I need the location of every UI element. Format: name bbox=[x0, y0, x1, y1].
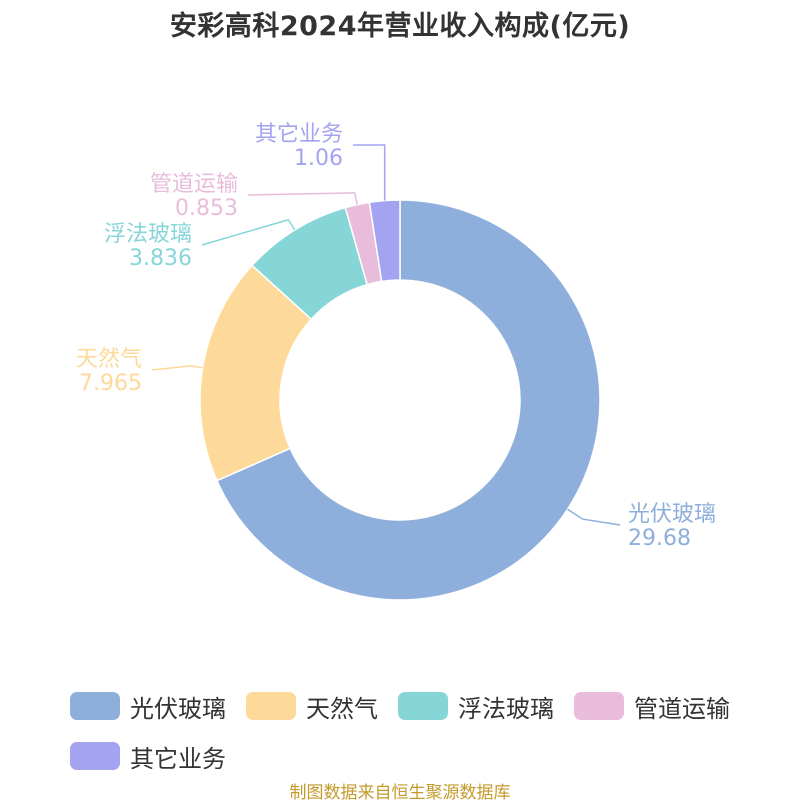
legend-label: 浮法玻璃 bbox=[458, 694, 554, 723]
slice-value-1: 7.965 bbox=[79, 371, 142, 396]
label-leader-0 bbox=[567, 508, 621, 526]
label-leader-3 bbox=[247, 192, 359, 205]
legend-item-3[interactable]: 管道运输 bbox=[574, 688, 730, 724]
chart-legend: 光伏玻璃 天然气 浮法玻璃 管道运输其它业务 bbox=[70, 688, 770, 774]
slice-value-2: 3.836 bbox=[129, 246, 192, 271]
label-leader-4 bbox=[353, 144, 386, 201]
slice-label-0: 光伏玻璃 bbox=[628, 502, 716, 527]
chart-title: 安彩高科2024年营业收入构成(亿元) bbox=[169, 11, 631, 42]
slice-value-3: 0.853 bbox=[175, 196, 238, 221]
legend-item-2[interactable]: 浮法玻璃 bbox=[398, 688, 554, 724]
slice-4[interactable] bbox=[368, 199, 401, 283]
slice-label-1: 天然气 bbox=[76, 347, 142, 372]
legend-swatch bbox=[70, 742, 120, 770]
slice-value-0: 29.68 bbox=[628, 526, 691, 551]
legend-label: 其它业务 bbox=[130, 744, 226, 773]
legend-label: 天然气 bbox=[306, 694, 378, 723]
legend-item-1[interactable]: 天然气 bbox=[246, 688, 378, 724]
slice-label-4: 其它业务 bbox=[255, 122, 343, 147]
label-leader-2 bbox=[201, 218, 296, 246]
slice-0[interactable] bbox=[215, 199, 601, 601]
slice-label-2: 浮法玻璃 bbox=[104, 222, 192, 247]
slice-value-4: 1.06 bbox=[294, 146, 343, 171]
legend-item-0[interactable]: 光伏玻璃 bbox=[70, 688, 226, 724]
legend-swatch bbox=[246, 692, 296, 720]
legend-swatch bbox=[574, 692, 624, 720]
data-source-note: 制图数据来自恒生聚源数据库 bbox=[289, 783, 511, 803]
legend-swatch bbox=[398, 692, 448, 720]
legend-label: 光伏玻璃 bbox=[130, 694, 226, 723]
legend-item-4[interactable]: 其它业务 bbox=[70, 738, 226, 774]
slice-label-3: 管道运输 bbox=[150, 172, 238, 197]
label-leader-1 bbox=[151, 365, 203, 371]
legend-label: 管道运输 bbox=[634, 694, 730, 723]
legend-swatch bbox=[70, 692, 120, 720]
